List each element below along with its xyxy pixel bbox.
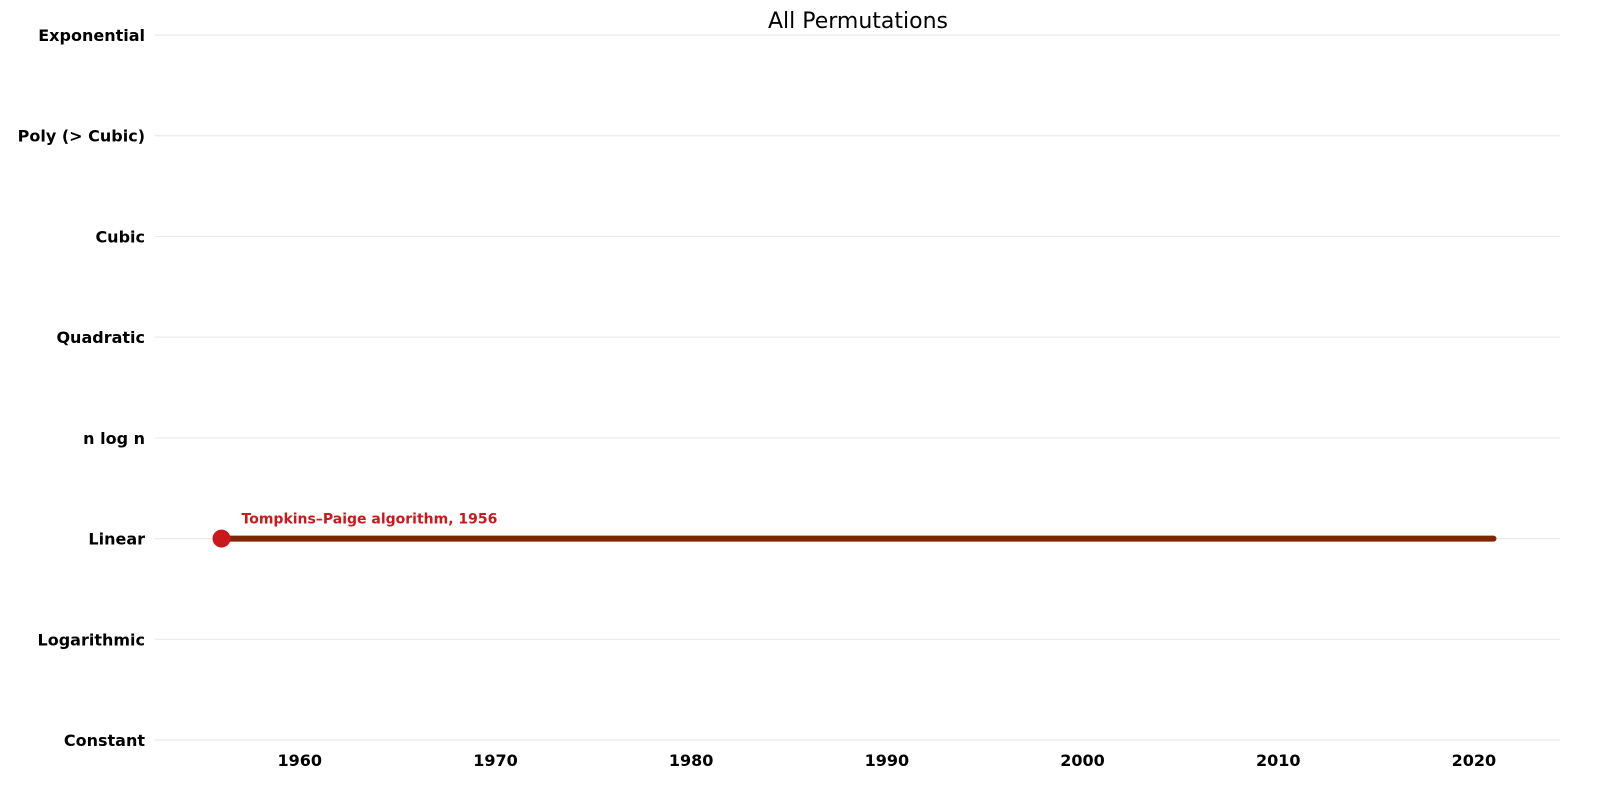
points: Tompkins–Paige algorithm, 1956 — [212, 512, 498, 548]
y-tick-labels: Constant Logarithmic Linear n log n Quadrati… — [18, 26, 146, 750]
y-tick-label: Constant — [64, 731, 145, 750]
y-tick-label: Linear — [88, 530, 145, 549]
x-tick-label: 1980 — [669, 751, 714, 770]
x-tick-label: 1960 — [278, 751, 323, 770]
x-tick-label: 1970 — [473, 751, 518, 770]
x-tick-label: 1990 — [865, 751, 910, 770]
x-tick-labels: 1960 1970 1980 1990 2000 2010 2020 — [278, 751, 1497, 770]
y-tick-label: Quadratic — [56, 328, 145, 347]
point-annotation: Tompkins–Paige algorithm, 1956 — [242, 512, 498, 528]
x-tick-label: 2000 — [1060, 751, 1105, 770]
y-tick-label: Poly (> Cubic) — [18, 127, 145, 146]
y-tick-label: n log n — [83, 429, 145, 448]
y-tick-label: Cubic — [95, 227, 145, 246]
chart-title: All Permutations — [768, 9, 948, 34]
x-tick-label: 2010 — [1256, 751, 1301, 770]
data-point — [212, 529, 231, 548]
y-tick-label: Exponential — [38, 26, 145, 45]
x-tick-label: 2020 — [1452, 751, 1497, 770]
gridlines — [155, 34, 1560, 741]
y-tick-label: Logarithmic — [38, 630, 146, 649]
